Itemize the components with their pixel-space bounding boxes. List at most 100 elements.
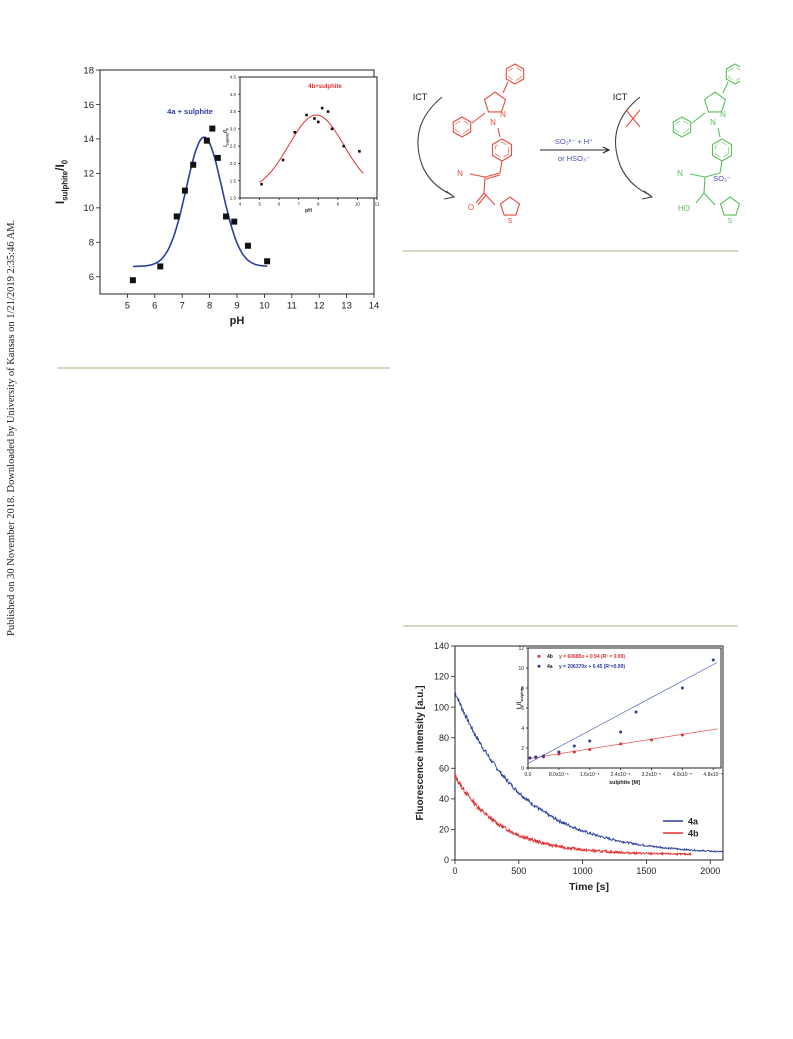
legend-marker-4a [537,664,541,668]
phenyl-ring-top [725,63,740,85]
gaussian-fit-line [259,114,364,183]
data-point-4a [588,739,592,743]
atom-s: S [508,218,513,225]
x-tick-label: 12 [314,301,325,312]
atom-s: S [728,218,733,225]
bond [471,112,486,124]
ict-arrowhead-left [443,190,456,200]
enol-bond [695,192,705,204]
bond [704,172,721,178]
y-tick-label: 2.5 [230,144,237,149]
data-point [244,242,251,249]
data-point-4a [528,756,532,760]
reagent-top: SO₃²⁻ + H⁺ [555,137,593,146]
plot-frame [527,647,722,769]
x-tick-label: 14 [369,301,380,312]
data-point [129,277,136,284]
x-tick-label: 5 [125,301,130,312]
thiophene-ring [499,196,521,216]
phenyl-ring-top [505,63,525,85]
y-tick-label: 40 [439,794,449,804]
atom-n2: N [720,110,726,119]
thiophene-ring [719,196,740,216]
y-tick-label: 60 [439,763,449,773]
carbonyl-bond [475,192,485,204]
ph-chart: 5 6 7 8 9 10 11 12 13 14 6 8 10 12 14 16 18 4a + sulphite… [53,65,380,327]
data-point-4a [541,754,545,758]
x-tick-label: 11 [287,301,297,312]
bond [703,176,706,194]
data-point [316,120,320,124]
legend-marker-4b [537,654,541,658]
x-tick-label: 0.0 [525,772,532,778]
y-tick-label: 3.0 [230,126,237,131]
y-tick-label: 4.5 [230,75,237,80]
bond [717,127,721,138]
pyrazoline-ring [703,91,727,113]
data-point-4a [572,744,576,748]
x-tick-label: 9 [337,202,340,207]
data-point [330,127,334,131]
y-tick-label: 14 [83,134,94,145]
data-point [214,154,221,161]
x-tick-label: 6 [152,301,157,312]
data-point [342,144,346,148]
x-tick-label: 8 [207,301,212,312]
y-tick-label: 4 [521,726,524,732]
y-tick-label: 0 [521,766,524,772]
data-point-4a [680,686,684,690]
data-point [223,213,230,220]
x-tick-label: 9 [234,301,239,312]
figure-divider-2 [403,625,738,627]
x-tick-label: 1000 [573,866,593,876]
y-tick-label: 0 [444,855,449,865]
blocked-cross-2 [625,109,641,128]
kinetics-inset-plot: 0.0 8.0x10⁻⁶ 1.6x10⁻⁵ 2.4x10⁻⁵ 3.2x10⁻⁵ 4.0x1… [517,646,723,786]
x-tick-label: 1500 [636,866,656,876]
data-point [231,218,238,225]
atom-n2: N [500,110,506,119]
data-point-4b [588,748,592,751]
y-tick-label: 12 [518,646,524,652]
y-tick-label: 3.5 [230,109,237,114]
atom-cn-n: N [677,169,683,178]
legend-equation-4b: y = 60685x + 0.94 (R² = 0.99) [559,654,625,660]
fit-line-4a [527,662,718,764]
ict-arc-left [417,96,453,196]
y-axis-label: Isulphite/I0 [223,128,230,147]
x-tick-label: 6 [278,202,281,207]
data-point [326,110,330,113]
x-tick-label: 0 [452,866,457,876]
data-point [157,263,164,270]
bond [469,173,486,178]
data-point [260,182,263,186]
bond [691,112,706,124]
phenyl-ring-left-inner [675,119,689,135]
data-point-4a [534,755,538,759]
bond [502,81,509,94]
legend-label-4a: 4a [547,664,553,670]
data-point-4a [619,730,623,734]
y-tick-label: 20 [439,825,449,835]
ph-inset-plot: 4 5 6 7 8 9 10 11 1.0 1.5 2.0 2.5 3.0 3.5 4.0 4.5 4b+sul… [223,75,380,214]
bond [722,81,729,94]
data-point [305,113,308,117]
data-point [293,131,297,134]
plot-frame [239,76,378,199]
phenyl-ring-center-inner [495,141,509,159]
x-axis-label: Time [s] [569,881,609,893]
data-point [190,161,197,168]
data-point [281,158,285,162]
gaussian-fit-line [132,136,268,268]
x-tick-label: 7 [297,202,300,207]
ict-arc-right [614,96,651,196]
y-tick-label: 8 [89,238,94,249]
phenyl-ring-left-inner [455,119,469,135]
reaction-arrowhead [602,146,611,154]
phenyl-ring-top-inner [508,66,522,82]
y-tick-label: 10 [518,666,524,672]
data-point [209,125,216,132]
x-axis-label: sulphite [M] [609,780,640,786]
bond [689,173,706,178]
